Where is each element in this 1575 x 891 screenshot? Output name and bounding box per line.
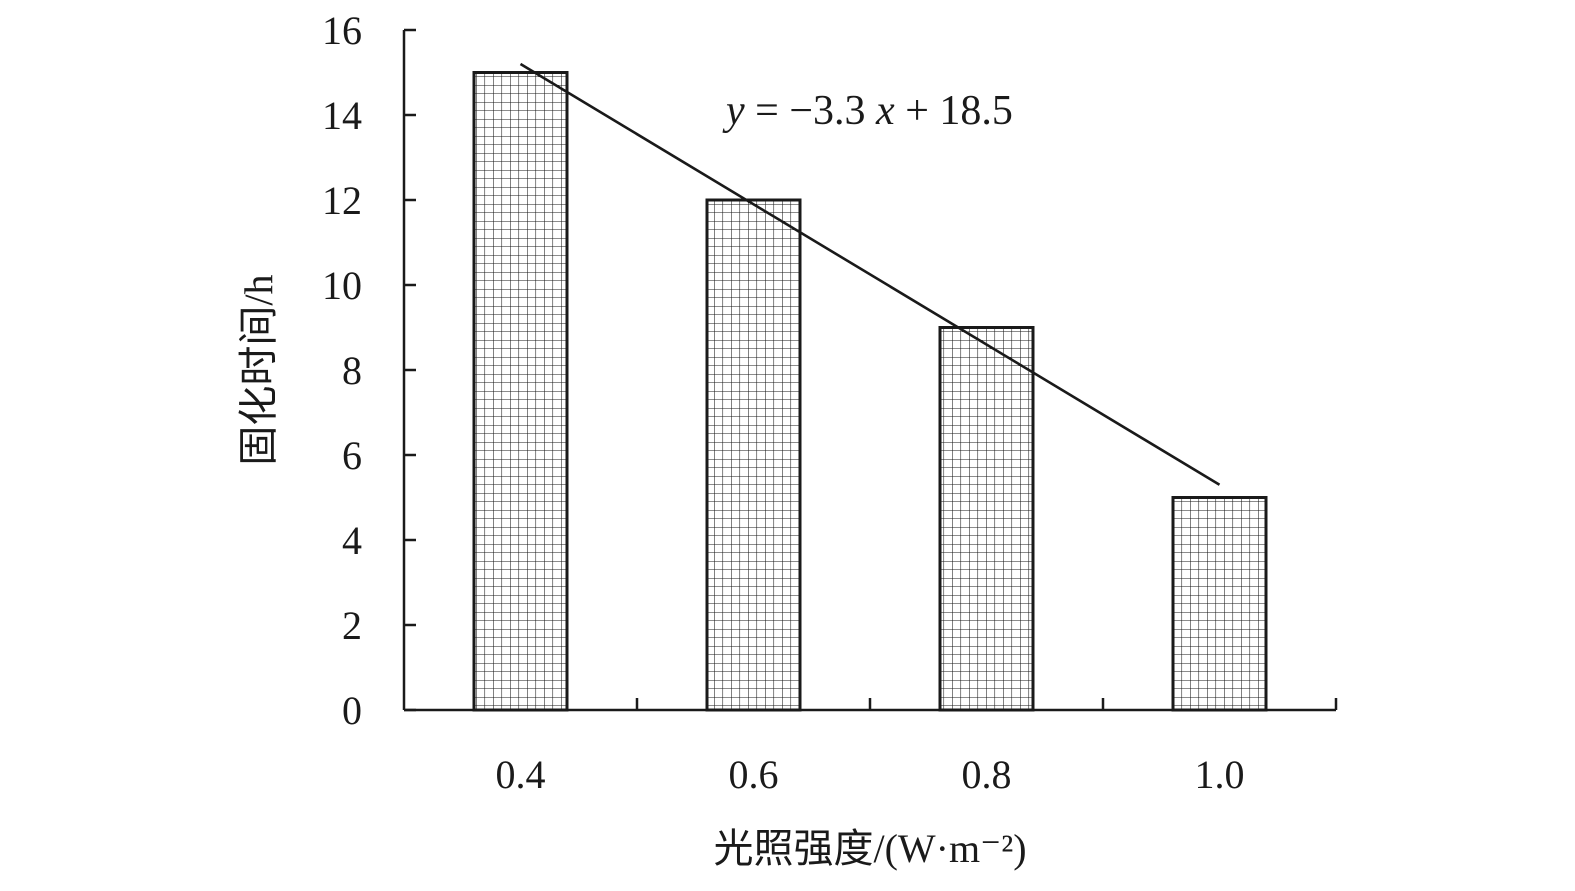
x-axis-title: 光照强度/(W·m⁻²) bbox=[713, 826, 1026, 871]
y-tick-label: 6 bbox=[342, 433, 362, 478]
y-tick-label: 8 bbox=[342, 348, 362, 393]
bar bbox=[705, 198, 802, 712]
bar bbox=[938, 326, 1035, 712]
bar bbox=[1171, 496, 1268, 712]
labels-layer: 0 2 4 6 8 10 12 14 16 0.4 0.6 0.8 1.0 bbox=[322, 8, 1245, 797]
y-tick-label: 4 bbox=[342, 518, 362, 563]
trendline-layer bbox=[519, 62, 1221, 486]
axes-layer bbox=[402, 28, 1338, 712]
x-tick-label: 0.6 bbox=[729, 752, 779, 797]
x-tick-label: 1.0 bbox=[1195, 752, 1245, 797]
bars-layer bbox=[472, 71, 1268, 712]
y-axis-title: 固化时间/h bbox=[236, 274, 281, 465]
y-tick-label: 16 bbox=[322, 8, 362, 53]
trendline-equation: y = −3.3 x + 18.5 bbox=[722, 88, 1013, 134]
equation-y-var: y bbox=[722, 88, 745, 134]
x-tick-label: 0.8 bbox=[962, 752, 1012, 797]
equation-x-var: x bbox=[875, 88, 895, 134]
x-tick-label: 0.4 bbox=[496, 752, 546, 797]
equation-slope-part: = −3.3 bbox=[755, 88, 865, 134]
y-tick-label: 2 bbox=[342, 603, 362, 648]
bar bbox=[472, 71, 569, 712]
trendline bbox=[519, 62, 1221, 486]
y-tick-label: 12 bbox=[322, 178, 362, 223]
y-tick-label: 0 bbox=[342, 688, 362, 733]
y-tick-label: 10 bbox=[322, 263, 362, 308]
y-tick-label: 14 bbox=[322, 93, 362, 138]
equation-intercept-part: + 18.5 bbox=[905, 88, 1013, 134]
